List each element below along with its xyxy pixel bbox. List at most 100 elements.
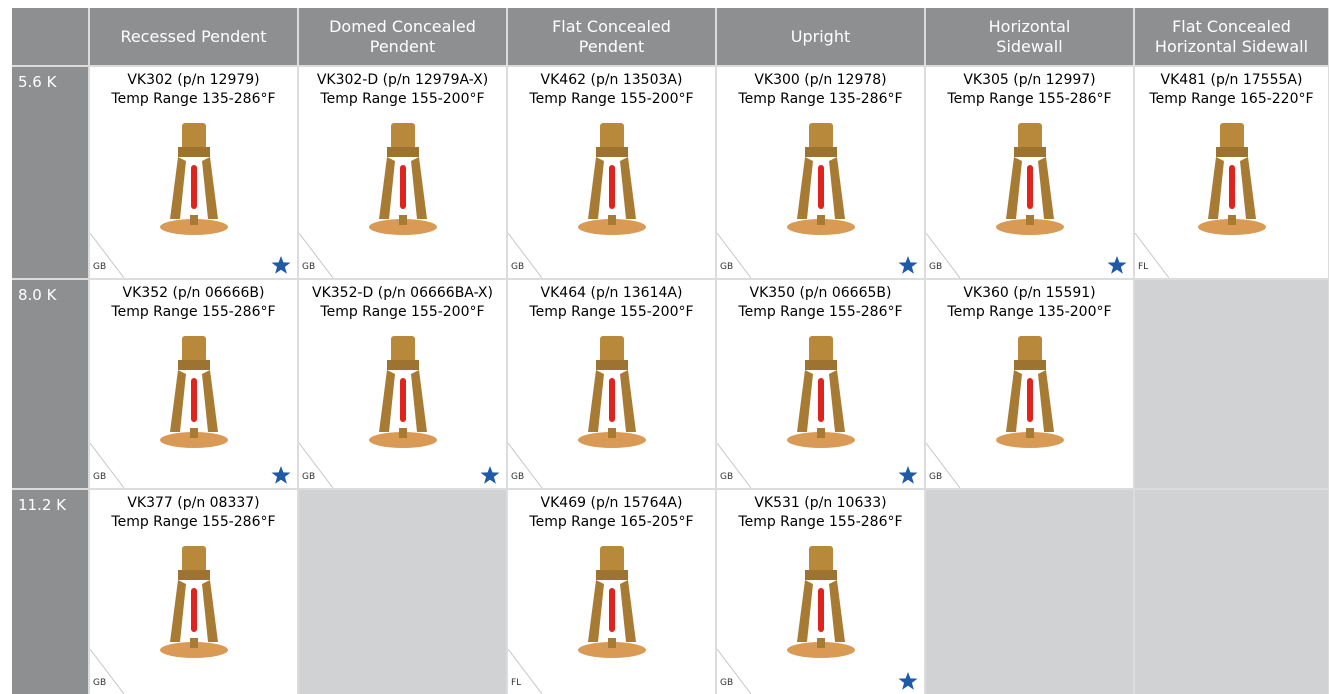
product-image (761, 542, 881, 682)
temp-range: Temp Range 155-286°F (111, 514, 276, 530)
product-cell: VK300 (p/n 12978) Temp Range 135-286°F GB (717, 67, 924, 278)
column-header: Domed Concealed Pendent (299, 8, 506, 65)
product-image (552, 119, 672, 259)
temp-range: Temp Range 155-286°F (111, 304, 276, 320)
model-number: VK464 (p/n 13614A) (540, 285, 683, 301)
temp-range: Temp Range 155-200°F (529, 304, 694, 320)
empty-cell (926, 490, 1133, 694)
corner-line (926, 443, 960, 488)
sprinkler-image (159, 336, 228, 448)
sprinkler-image (995, 336, 1064, 448)
corner-line (717, 233, 751, 278)
temp-range: Temp Range 165-205°F (529, 514, 694, 530)
corner-line (508, 233, 542, 278)
product-cell: VK352-D (p/n 06666BA-X) Temp Range 155-20… (299, 280, 506, 488)
corner-line (299, 443, 333, 488)
sprinkler-image (368, 123, 437, 235)
corner-line (717, 649, 751, 694)
product-cell: VK464 (p/n 13614A) Temp Range 155-200°F G… (508, 280, 715, 488)
temp-range: Temp Range 155-286°F (738, 304, 903, 320)
product-image (552, 542, 672, 682)
corner-line (90, 233, 124, 278)
star-icon (271, 256, 291, 274)
model-number: VK305 (p/n 12997) (963, 72, 1096, 88)
empty-cell (299, 490, 506, 694)
product-image (970, 332, 1090, 472)
product-cell: VK302-D (p/n 12979A-X) Temp Range 155-200… (299, 67, 506, 278)
sprinkler-image (995, 123, 1064, 235)
model-number: VK302-D (p/n 12979A-X) (316, 72, 489, 88)
corner-line (90, 649, 124, 694)
product-cell: VK469 (p/n 15764A) Temp Range 165-205°F F… (508, 490, 715, 694)
model-number: VK302 (p/n 12979) (127, 72, 260, 88)
model-number: VK531 (p/n 10633) (754, 495, 887, 511)
product-image (552, 332, 672, 472)
listing-tag: FL (511, 678, 522, 688)
product-image (1172, 119, 1292, 259)
product-cell: VK377 (p/n 08337) Temp Range 155-286°F GB (90, 490, 297, 694)
temp-range: Temp Range 135-286°F (111, 91, 276, 107)
listing-tag: GB (720, 678, 734, 688)
model-number: VK350 (p/n 06665B) (749, 285, 892, 301)
product-cell: VK350 (p/n 06665B) Temp Range 155-286°F G… (717, 280, 924, 488)
column-header: Flat Concealed Pendent (508, 8, 715, 65)
sprinkler-image (159, 546, 228, 658)
model-number: VK462 (p/n 13503A) (540, 72, 683, 88)
listing-tag: GB (93, 472, 107, 482)
star-icon (1107, 256, 1127, 274)
corner-line (508, 649, 542, 694)
star-icon (898, 256, 918, 274)
product-image (343, 119, 463, 259)
model-number: VK360 (p/n 15591) (963, 285, 1096, 301)
sprinkler-image (577, 123, 646, 235)
listing-tag: GB (93, 262, 107, 272)
listing-tag: GB (929, 472, 943, 482)
temp-range: Temp Range 155-200°F (320, 304, 485, 320)
product-cell: VK302 (p/n 12979) Temp Range 135-286°F GB (90, 67, 297, 278)
column-header: Upright (717, 8, 924, 65)
model-number: VK352 (p/n 06666B) (122, 285, 265, 301)
listing-tag: GB (929, 262, 943, 272)
model-number: VK300 (p/n 12978) (754, 72, 887, 88)
product-image (134, 119, 254, 259)
model-number: VK352-D (p/n 06666BA-X) (312, 285, 493, 301)
empty-cell (1135, 280, 1328, 488)
listing-tag: GB (720, 262, 734, 272)
product-cell: VK531 (p/n 10633) Temp Range 155-286°F GB (717, 490, 924, 694)
sprinkler-image (786, 546, 855, 658)
star-icon (898, 466, 918, 484)
product-cell: VK481 (p/n 17555A) Temp Range 165-220°F F… (1135, 67, 1328, 278)
sprinkler-image (786, 123, 855, 235)
listing-tag: FL (1138, 262, 1149, 272)
star-icon (271, 466, 291, 484)
listing-tag: GB (720, 472, 734, 482)
column-header: Horizontal Sidewall (926, 8, 1133, 65)
product-image (134, 332, 254, 472)
column-header: Recessed Pendent (90, 8, 297, 65)
corner-line (299, 233, 333, 278)
product-image (761, 332, 881, 472)
sprinkler-image (159, 123, 228, 235)
row-label: 11.2 K (12, 490, 88, 694)
listing-tag: GB (511, 472, 525, 482)
product-image (343, 332, 463, 472)
listing-tag: GB (302, 472, 316, 482)
sprinkler-image (577, 336, 646, 448)
temp-range: Temp Range 135-200°F (947, 304, 1112, 320)
temp-range: Temp Range 135-286°F (738, 91, 903, 107)
star-icon (898, 672, 918, 690)
product-cell: VK462 (p/n 13503A) Temp Range 155-200°F G… (508, 67, 715, 278)
row-label: 5.6 K (12, 67, 88, 278)
temp-range: Temp Range 155-200°F (529, 91, 694, 107)
corner-line (90, 443, 124, 488)
product-image (761, 119, 881, 259)
star-icon (480, 466, 500, 484)
column-header: Flat Concealed Horizontal Sidewall (1135, 8, 1328, 65)
sprinkler-image (1197, 123, 1266, 235)
product-cell: VK360 (p/n 15591) Temp Range 135-200°F GB (926, 280, 1133, 488)
corner-line (717, 443, 751, 488)
corner-line (508, 443, 542, 488)
product-table: Recessed Pendent Domed Concealed Pendent… (12, 8, 1329, 694)
